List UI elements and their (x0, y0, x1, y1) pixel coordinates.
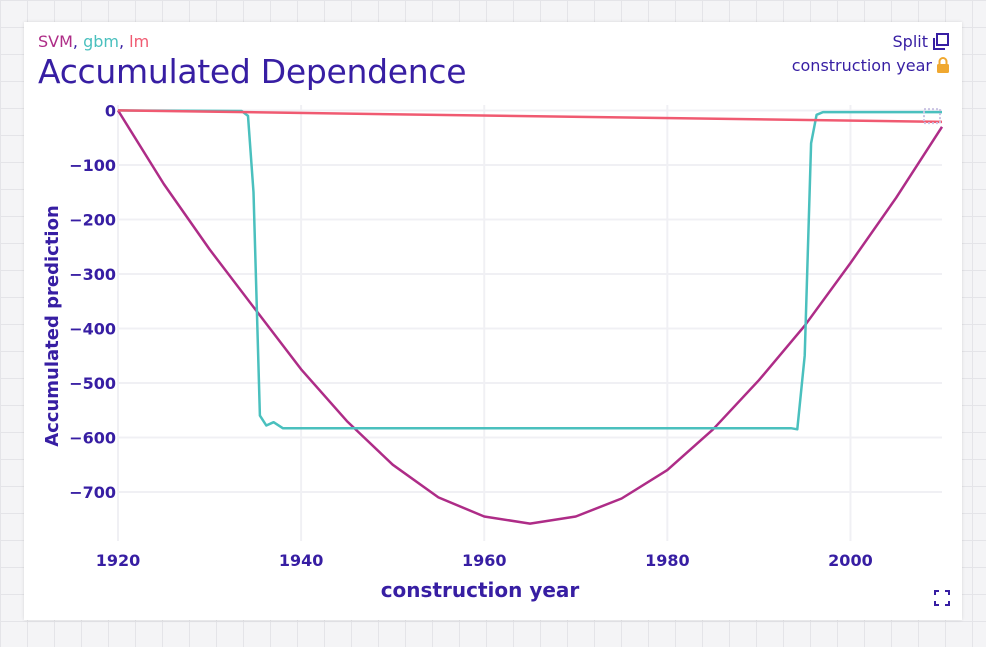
x-tick-label: 1920 (96, 551, 141, 570)
y-tick-label: −200 (69, 210, 116, 229)
series-line-lm (117, 109, 943, 124)
series-line-gbm (117, 109, 942, 431)
chart-plot: 1920 1940 1960 1980 2000 0 −100 −200 −300 −400 −50… (42, 101, 944, 602)
copy-icon (933, 32, 949, 50)
chart-panel: SVM, gbm, lm Accumulated Dependence Spli… (24, 22, 962, 620)
y-tick-label: −500 (69, 374, 116, 393)
legend-gbm: gbm (83, 32, 119, 51)
chart-title: Accumulated Dependence (38, 52, 467, 91)
legend-separator: , (72, 32, 84, 51)
x-tick-label: 2000 (828, 551, 873, 570)
variable-lock[interactable]: construction year (792, 56, 950, 75)
series-line-svm (116, 109, 944, 525)
legend-separator: , (118, 32, 130, 51)
y-tick-label: −100 (69, 156, 116, 175)
y-tick-label: −400 (69, 319, 116, 338)
legend-lm: lm (129, 32, 150, 51)
x-tick-label: 1980 (645, 551, 690, 570)
x-axis-title: construction year (381, 578, 580, 602)
y-tick-label: −600 (69, 428, 116, 447)
model-legend: SVM, gbm, lm (38, 32, 149, 51)
x-tick-label: 1960 (462, 551, 507, 570)
x-tick-label: 1940 (279, 551, 324, 570)
y-tick-label: −300 (69, 265, 116, 284)
hover-marker (923, 108, 941, 125)
split-button[interactable]: Split (893, 32, 950, 51)
y-tick-label: −700 (69, 483, 116, 502)
fullscreen-icon[interactable] (934, 590, 950, 606)
legend-svm: SVM (38, 32, 73, 51)
y-tick-label: 0 (105, 101, 116, 120)
split-label: Split (892, 32, 928, 51)
lock-icon (937, 57, 949, 73)
variable-label: construction year (791, 56, 932, 75)
y-axis-title: Accumulated prediction (42, 205, 63, 447)
